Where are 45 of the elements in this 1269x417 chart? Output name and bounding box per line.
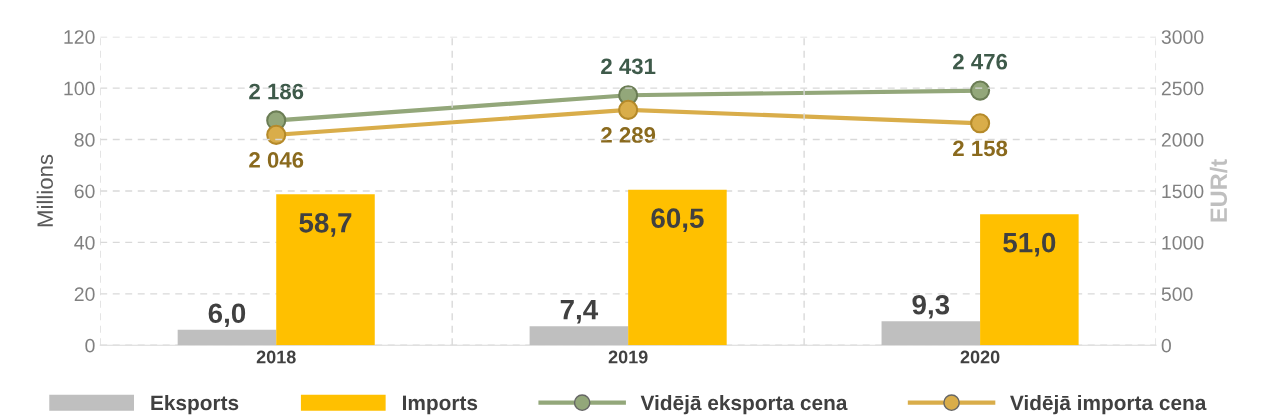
bar <box>881 321 981 346</box>
y2-tick-label: 2000 <box>1161 133 1204 147</box>
data-label: 58,7 <box>299 212 352 237</box>
y-tick-label: 0 <box>85 338 95 353</box>
x-tick-label: 2018 <box>256 350 296 364</box>
x-tick-label: 2019 <box>608 350 648 364</box>
y-tick-label: 120 <box>64 30 95 44</box>
data-label: 2 046 <box>249 152 304 168</box>
data-label: 2 186 <box>249 83 304 100</box>
bar <box>276 194 375 346</box>
legend-label: Vidējā importa cena <box>1010 394 1207 415</box>
y2-tick-label: 3000 <box>1161 30 1204 44</box>
data-label: 2 158 <box>953 140 1008 157</box>
y2-tick-label: 0 <box>1161 338 1171 353</box>
y-tick-label: 80 <box>74 133 95 147</box>
data-label: 51,0 <box>1003 232 1056 257</box>
y-tick-label: 40 <box>74 235 95 250</box>
y-axis-title: Millions <box>36 154 53 227</box>
data-label: 9,3 <box>912 294 950 319</box>
x-tick-label: 2020 <box>960 350 1000 364</box>
legend-label: Eksports <box>151 394 239 415</box>
y2-tick-label: 2500 <box>1161 81 1204 96</box>
legend-label: Imports <box>403 395 478 415</box>
y2-axis-title: EUR/t <box>1209 159 1228 222</box>
point <box>266 124 287 145</box>
data-label: 2 289 <box>601 127 656 143</box>
bar <box>177 329 277 346</box>
point <box>970 80 991 101</box>
bar <box>529 326 629 346</box>
point <box>618 99 639 120</box>
bar <box>980 214 1079 346</box>
data-label: 2 476 <box>953 53 1008 70</box>
point <box>970 113 991 134</box>
y2-tick-label: 1500 <box>1162 184 1204 199</box>
data-label: 2 431 <box>601 58 656 75</box>
y-tick-label: 60 <box>74 184 95 199</box>
legend-label: Vidējā eksporta cena <box>640 394 848 415</box>
y-tick-label: 100 <box>64 81 95 96</box>
data-label: 6,0 <box>208 303 246 328</box>
data-label: 7,4 <box>560 300 599 324</box>
y2-tick-label: 500 <box>1161 287 1193 302</box>
y-tick-label: 20 <box>74 287 95 302</box>
bar <box>628 189 727 346</box>
data-label: 60,5 <box>651 208 704 233</box>
y2-tick-label: 1000 <box>1162 235 1204 250</box>
